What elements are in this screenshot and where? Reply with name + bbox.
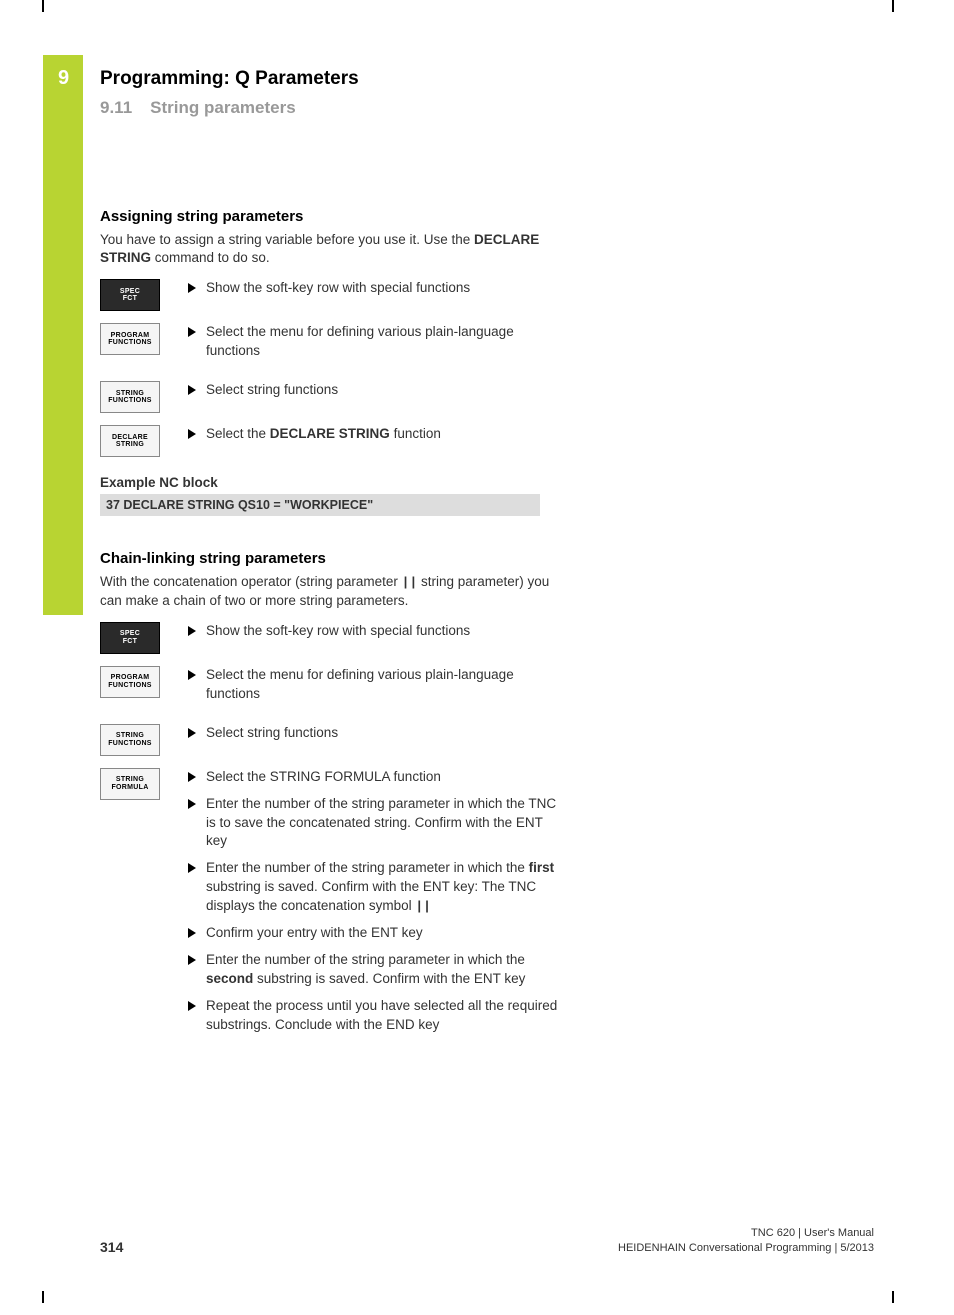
softkey-label: STRING [101,441,159,449]
crop-mark [892,0,894,12]
text: substring is saved. Confirm with the ENT… [206,879,536,913]
section-number: 9.11 [100,98,132,118]
softkey-label: FCT [101,295,159,303]
text: Select the [206,426,270,441]
step-row: STRING FUNCTIONS Select string functions [100,724,560,756]
step-row: DECLARE STRING Select the DECLARE STRING… [100,425,560,457]
softkey-label: FUNCTIONS [101,740,159,748]
softkey-declare-string: DECLARE STRING [100,425,160,457]
step-text: Show the soft-key row with special funct… [188,279,560,298]
softkey-label: FUNCTIONS [101,339,159,347]
text-bold: DECLARE STRING [270,426,390,441]
text: substring is saved. Confirm with the ENT… [253,971,525,986]
softkey-label: PROGRAM [101,332,159,340]
softkey-string-formula: STRING FORMULA [100,768,160,800]
softkey-label: SPEC [101,630,159,638]
softkey-label: STRING [101,390,159,398]
intro-assigning: You have to assign a string variable bef… [100,231,560,267]
softkey-program-functions: PROGRAM FUNCTIONS [100,323,160,355]
chapter-number: 9 [58,67,69,90]
step-text: Select string functions [188,724,560,743]
softkey-spec-fct: SPEC FCT [100,279,160,311]
step-row: SPEC FCT Show the soft-key row with spec… [100,622,560,654]
softkey-label: FCT [101,638,159,646]
page-content: Programming: Q Parameters 9.11 String pa… [100,68,860,1043]
text: With the concatenation operator (string … [100,574,402,589]
softkey-spec-fct: SPEC FCT [100,622,160,654]
intro-chainlinking: With the concatenation operator (string … [100,573,560,610]
footer-line: HEIDENHAIN Conversational Programming | … [618,1241,874,1255]
softkey-label: DECLARE [101,434,159,442]
step-row: STRING FORMULA Select the STRING FORMULA… [100,768,560,1043]
page-number: 314 [100,1239,123,1255]
softkey-label: PROGRAM [101,674,159,682]
softkey-string-functions: STRING FUNCTIONS [100,381,160,413]
page-footer: 314 TNC 620 | User's Manual HEIDENHAIN C… [100,1226,874,1255]
heading-assigning: Assigning string parameters [100,208,560,225]
step-text: Show the soft-key row with special funct… [188,622,560,641]
section-title: String parameters [150,98,296,118]
softkey-label: FORMULA [101,784,159,792]
crop-mark [42,1291,44,1303]
text: You have to assign a string variable bef… [100,232,474,247]
step-text: Repeat the process until you have select… [188,997,560,1035]
section-chainlinking: Chain-linking string parameters With the… [100,550,560,1043]
step-text: Confirm your entry with the ENT key [188,924,560,943]
text: command to do so. [151,250,270,265]
text: Enter the number of the string parameter… [206,860,529,875]
crop-mark [42,0,44,12]
step-text: Select string functions [188,381,560,400]
step-row: SPEC FCT Show the soft-key row with spec… [100,279,560,311]
text: function [390,426,441,441]
code-block: 37 DECLARE STRING QS10 = "WORKPIECE" [100,494,540,516]
step-text: Select the menu for defining various pla… [188,666,560,704]
step-text: Enter the number of the string parameter… [188,951,560,989]
step-text: Select the STRING FORMULA function [188,768,560,787]
softkey-label: FUNCTIONS [101,682,159,690]
footer-line: TNC 620 | User's Manual [618,1226,874,1240]
text-bold: second [206,971,253,986]
example-label: Example NC block [100,475,560,490]
step-row: PROGRAM FUNCTIONS Select the menu for de… [100,666,560,712]
section-header: 9.11 String parameters [100,98,860,118]
step-text: Select the menu for defining various pla… [188,323,560,361]
operator-symbol: || [402,575,418,590]
softkey-program-functions: PROGRAM FUNCTIONS [100,666,160,698]
softkey-label: STRING [101,732,159,740]
softkey-label: STRING [101,776,159,784]
softkey-label: SPEC [101,288,159,296]
heading-chainlinking: Chain-linking string parameters [100,550,560,567]
softkey-string-functions: STRING FUNCTIONS [100,724,160,756]
step-text: Select the DECLARE STRING function [188,425,560,444]
step-row: PROGRAM FUNCTIONS Select the menu for de… [100,323,560,369]
step-text: Enter the number of the string parameter… [188,859,560,916]
text: Enter the number of the string parameter… [206,952,525,967]
softkey-label: FUNCTIONS [101,397,159,405]
chapter-title: Programming: Q Parameters [100,68,860,90]
step-row: STRING FUNCTIONS Select string functions [100,381,560,413]
operator-symbol: || [415,899,431,914]
footer-text: TNC 620 | User's Manual HEIDENHAIN Conve… [618,1226,874,1255]
chapter-bar [43,55,83,615]
crop-mark [892,1291,894,1303]
section-assigning: Assigning string parameters You have to … [100,208,560,516]
text-bold: first [529,860,555,875]
step-text: Enter the number of the string parameter… [188,795,560,852]
